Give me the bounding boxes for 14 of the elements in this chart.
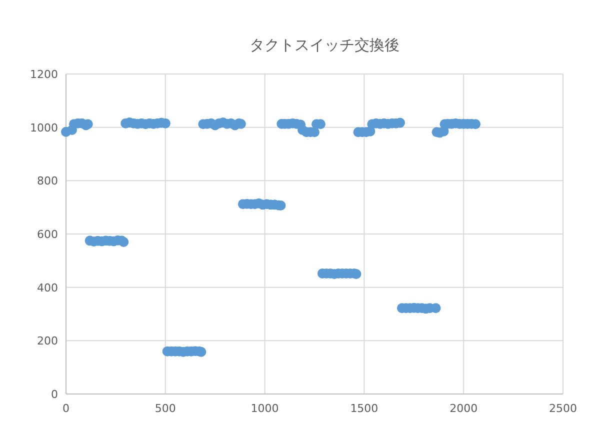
x-tick-label: 0: [62, 402, 70, 415]
y-tick-label: 600: [37, 228, 58, 241]
y-tick-label: 200: [37, 334, 58, 348]
x-tick-label: 1500: [350, 402, 378, 415]
x-tick-label: 500: [154, 402, 176, 415]
y-tick-label: 800: [37, 174, 58, 188]
y-tick-label: 0: [51, 388, 58, 401]
chart-title: タクトスイッチ交換後: [250, 36, 400, 54]
x-tick-label: 2500: [549, 402, 577, 415]
x-tick-label: 2000: [450, 402, 478, 415]
y-tick-label: 400: [37, 281, 58, 294]
x-tick-label: 1000: [250, 402, 279, 415]
y-tick-label: 1200: [30, 68, 58, 81]
y-tick-label: 1000: [30, 121, 58, 134]
